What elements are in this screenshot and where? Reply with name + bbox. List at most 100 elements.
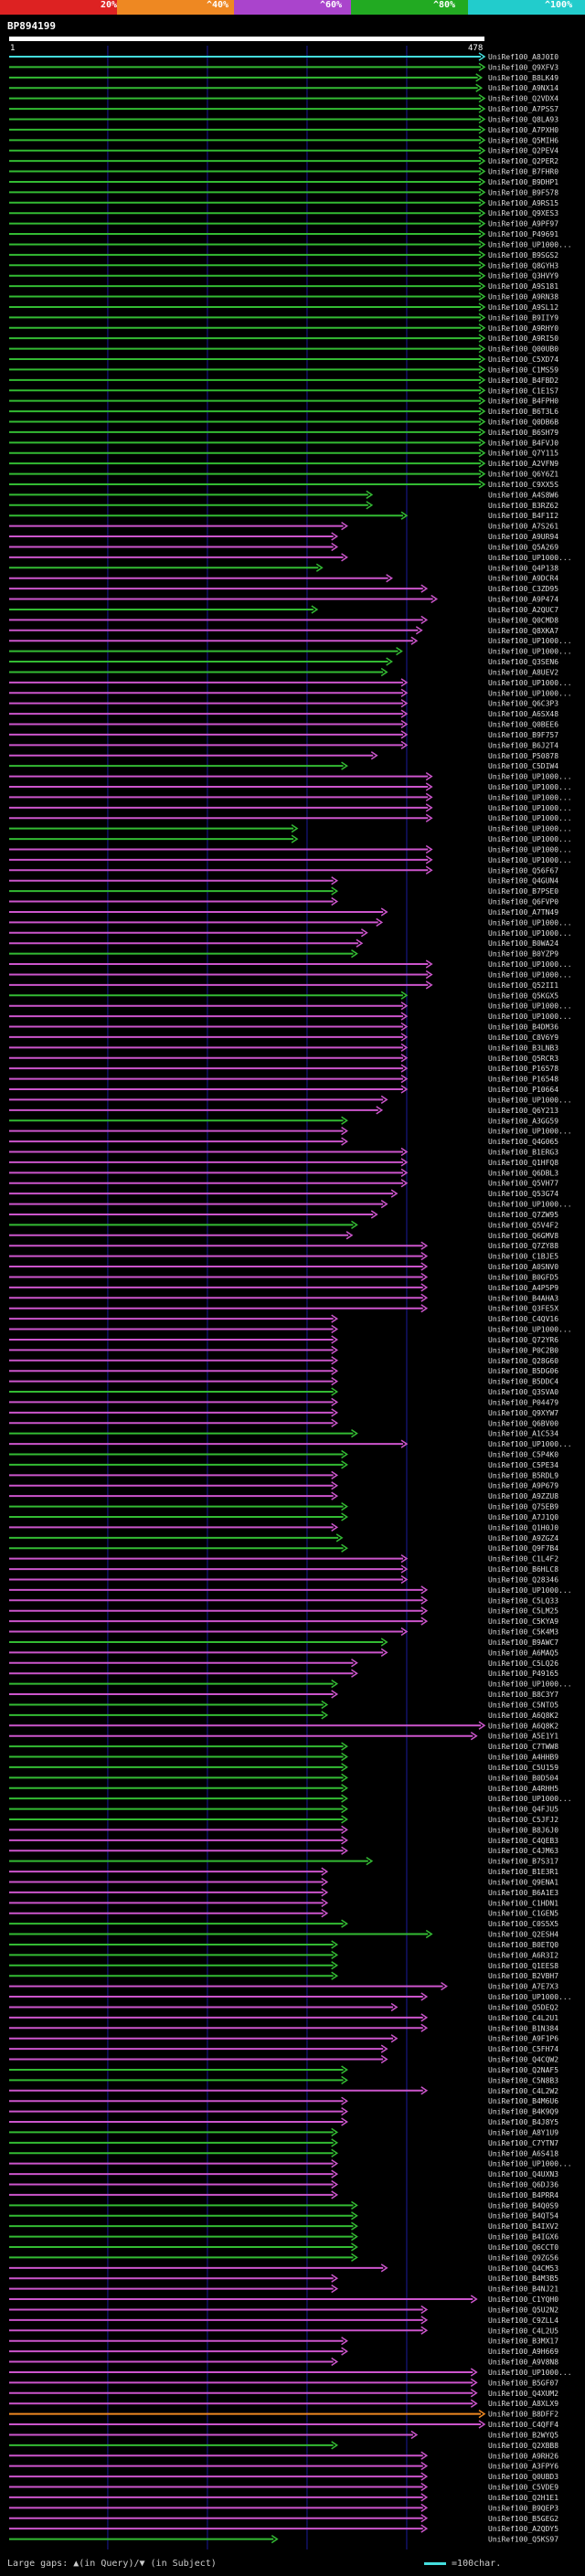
hit-label[interactable]: UniRef100_Q4CM53 bbox=[488, 2264, 558, 2273]
hit-label[interactable]: UniRef100_C5K4M3 bbox=[488, 1628, 558, 1637]
hit-label[interactable]: UniRef100_B4PRR4 bbox=[488, 2191, 558, 2200]
hit-label[interactable]: UniRef100_A9H669 bbox=[488, 2348, 558, 2356]
hit-label[interactable]: UniRef100_A4HHB9 bbox=[488, 1754, 558, 1762]
hit-label[interactable]: UniRef100_A9S181 bbox=[488, 282, 558, 291]
hit-label[interactable]: UniRef100_UP1000... bbox=[488, 2369, 572, 2377]
hit-label[interactable]: UniRef100_B4Q0S9 bbox=[488, 2201, 558, 2210]
hit-label[interactable]: UniRef100_B6HLC8 bbox=[488, 1565, 558, 1574]
hit-label[interactable]: UniRef100_A9RN38 bbox=[488, 293, 558, 302]
hit-label[interactable]: UniRef100_C5P4K0 bbox=[488, 1451, 558, 1459]
hit-label[interactable]: UniRef100_Q0DB6B bbox=[488, 418, 558, 426]
hit-label[interactable]: UniRef100_C1HDN1 bbox=[488, 1899, 558, 1907]
hit-label[interactable]: UniRef100_Q2H1E1 bbox=[488, 2494, 558, 2502]
hit-label[interactable]: UniRef100_Q72YR6 bbox=[488, 1336, 558, 1344]
hit-label[interactable]: UniRef100_C3ZD95 bbox=[488, 585, 558, 593]
hit-label[interactable]: UniRef100_UP1000... bbox=[488, 1440, 572, 1448]
hit-label[interactable]: UniRef100_A6Q8K2 bbox=[488, 1722, 558, 1730]
hit-label[interactable]: UniRef100_A0SNV0 bbox=[488, 1263, 558, 1271]
hit-label[interactable]: UniRef100_UP1000... bbox=[488, 1326, 572, 1334]
hit-label[interactable]: UniRef100_C1YQH0 bbox=[488, 2295, 558, 2304]
hit-label[interactable]: UniRef100_Q28G60 bbox=[488, 1357, 558, 1365]
hit-label[interactable]: UniRef100_UP1000... bbox=[488, 970, 572, 979]
hit-label[interactable]: UniRef100_Q00UB0 bbox=[488, 345, 558, 354]
hit-label[interactable]: UniRef100_UP1000... bbox=[488, 1680, 572, 1689]
hit-label[interactable]: UniRef100_B0D504 bbox=[488, 1774, 558, 1782]
hit-label[interactable]: UniRef100_UP1000... bbox=[488, 835, 572, 843]
hit-label[interactable]: UniRef100_Q8GYH3 bbox=[488, 261, 558, 270]
hit-label[interactable]: UniRef100_UP1000... bbox=[488, 856, 572, 864]
hit-label[interactable]: UniRef100_C1L4F2 bbox=[488, 1555, 558, 1564]
hit-label[interactable]: UniRef100_B6J2T4 bbox=[488, 741, 558, 749]
hit-label[interactable]: UniRef100_UP1000... bbox=[488, 1002, 572, 1011]
hit-label[interactable]: UniRef100_Q5KS97 bbox=[488, 2536, 558, 2544]
hit-label[interactable]: UniRef100_B1ERG3 bbox=[488, 1148, 558, 1156]
hit-label[interactable]: UniRef100_B5RDL9 bbox=[488, 1471, 558, 1479]
hit-label[interactable]: UniRef100_UP1000... bbox=[488, 845, 572, 853]
hit-label[interactable]: UniRef100_B4F1I2 bbox=[488, 512, 558, 520]
hit-label[interactable]: UniRef100_A6Q8K2 bbox=[488, 1712, 558, 1720]
hit-label[interactable]: UniRef100_B3MX17 bbox=[488, 2337, 558, 2346]
hit-label[interactable]: UniRef100_UP1000... bbox=[488, 240, 572, 249]
hit-label[interactable]: UniRef100_A8UEV2 bbox=[488, 668, 558, 676]
hit-label[interactable]: UniRef100_UP1000... bbox=[488, 637, 572, 645]
hit-label[interactable]: UniRef100_C4L2U5 bbox=[488, 2327, 558, 2335]
hit-label[interactable]: UniRef100_C7YTN7 bbox=[488, 2139, 558, 2147]
hit-label[interactable]: UniRef100_Q6Y213 bbox=[488, 1107, 558, 1115]
hit-label[interactable]: UniRef100_Q4CQW2 bbox=[488, 2056, 558, 2064]
hit-label[interactable]: UniRef100_B9IIY9 bbox=[488, 313, 558, 322]
hit-label[interactable]: UniRef100_B6SH79 bbox=[488, 429, 558, 437]
hit-label[interactable]: UniRef100_A7S261 bbox=[488, 523, 558, 531]
hit-label[interactable]: UniRef100_UP1000... bbox=[488, 1795, 572, 1803]
hit-label[interactable]: UniRef100_Q4GUN4 bbox=[488, 877, 558, 885]
hit-label[interactable]: UniRef100_UP1000... bbox=[488, 1012, 572, 1021]
hit-label[interactable]: UniRef100_A7J1Q0 bbox=[488, 1513, 558, 1521]
hit-label[interactable]: UniRef100_C5NTO5 bbox=[488, 1701, 558, 1709]
hit-label[interactable]: UniRef100_Q53G74 bbox=[488, 1190, 558, 1198]
hit-label[interactable]: UniRef100_B7FHR0 bbox=[488, 168, 558, 176]
hit-label[interactable]: UniRef100_P16548 bbox=[488, 1076, 558, 1084]
hit-label[interactable]: UniRef100_Q6GMV8 bbox=[488, 1232, 558, 1240]
hit-label[interactable]: UniRef100_UP1000... bbox=[488, 2160, 572, 2168]
hit-label[interactable]: UniRef100_Q6BV00 bbox=[488, 1419, 558, 1427]
hit-label[interactable]: UniRef100_B5GF07 bbox=[488, 2379, 558, 2387]
hit-label[interactable]: UniRef100_C5PE34 bbox=[488, 1461, 558, 1469]
hit-label[interactable]: UniRef100_A6S418 bbox=[488, 2149, 558, 2157]
hit-label[interactable]: UniRef100_B9QEP3 bbox=[488, 2504, 558, 2512]
hit-label[interactable]: UniRef100_B4K9Q9 bbox=[488, 2108, 558, 2116]
hit-label[interactable]: UniRef100_Q7Y115 bbox=[488, 450, 558, 458]
hit-label[interactable]: UniRef100_Q8XKA7 bbox=[488, 627, 558, 635]
hit-label[interactable]: UniRef100_A9ZZU8 bbox=[488, 1492, 558, 1500]
hit-label[interactable]: UniRef100_C4L2W2 bbox=[488, 2087, 558, 2095]
hit-label[interactable]: UniRef100_Q3FE5X bbox=[488, 1305, 558, 1313]
hit-label[interactable]: UniRef100_C5N8B3 bbox=[488, 2076, 558, 2084]
hit-label[interactable]: UniRef100_A8J0I0 bbox=[488, 53, 558, 61]
hit-label[interactable]: UniRef100_B0WA24 bbox=[488, 939, 558, 948]
hit-label[interactable]: UniRef100_B4NJ21 bbox=[488, 2285, 558, 2294]
hit-label[interactable]: UniRef100_A4S8W6 bbox=[488, 491, 558, 499]
hit-label[interactable]: UniRef100_A8Y1U9 bbox=[488, 2128, 558, 2136]
hit-label[interactable]: UniRef100_P16578 bbox=[488, 1065, 558, 1073]
hit-label[interactable]: UniRef100_C5XD74 bbox=[488, 355, 558, 364]
hit-label[interactable]: UniRef100_B2VBH7 bbox=[488, 1972, 558, 1980]
hit-label[interactable]: UniRef100_C5LQ33 bbox=[488, 1596, 558, 1605]
hit-label[interactable]: UniRef100_A9V8N8 bbox=[488, 2359, 558, 2367]
hit-label[interactable]: UniRef100_Q1HFQ8 bbox=[488, 1159, 558, 1167]
hit-label[interactable]: UniRef100_UP1000... bbox=[488, 814, 572, 822]
hit-label[interactable]: UniRef100_A4P5P9 bbox=[488, 1284, 558, 1292]
hit-label[interactable]: UniRef100_C1MS59 bbox=[488, 366, 558, 374]
hit-label[interactable]: UniRef100_C4QV16 bbox=[488, 1315, 558, 1323]
hit-label[interactable]: UniRef100_Q2XBB8 bbox=[488, 2442, 558, 2450]
hit-label[interactable]: UniRef100_C4JM63 bbox=[488, 1847, 558, 1855]
hit-label[interactable]: UniRef100_C5DIW4 bbox=[488, 762, 558, 770]
hit-label[interactable]: UniRef100_B5DDC4 bbox=[488, 1378, 558, 1386]
hit-label[interactable]: UniRef100_C1GEN5 bbox=[488, 1910, 558, 1918]
hit-label[interactable]: UniRef100_B1E3R1 bbox=[488, 1868, 558, 1876]
hit-label[interactable]: UniRef100_A4RHH5 bbox=[488, 1785, 558, 1793]
hit-label[interactable]: UniRef100_UP1000... bbox=[488, 773, 572, 781]
hit-label[interactable]: UniRef100_UP1000... bbox=[488, 648, 572, 656]
hit-label[interactable]: UniRef100_Q5RCR3 bbox=[488, 1055, 558, 1063]
hit-label[interactable]: UniRef100_B8DFF2 bbox=[488, 2411, 558, 2419]
hit-label[interactable]: UniRef100_B8J6J0 bbox=[488, 1826, 558, 1834]
hit-label[interactable]: UniRef100_Q7ZY88 bbox=[488, 1242, 558, 1250]
hit-label[interactable]: UniRef100_A3FPY6 bbox=[488, 2463, 558, 2471]
